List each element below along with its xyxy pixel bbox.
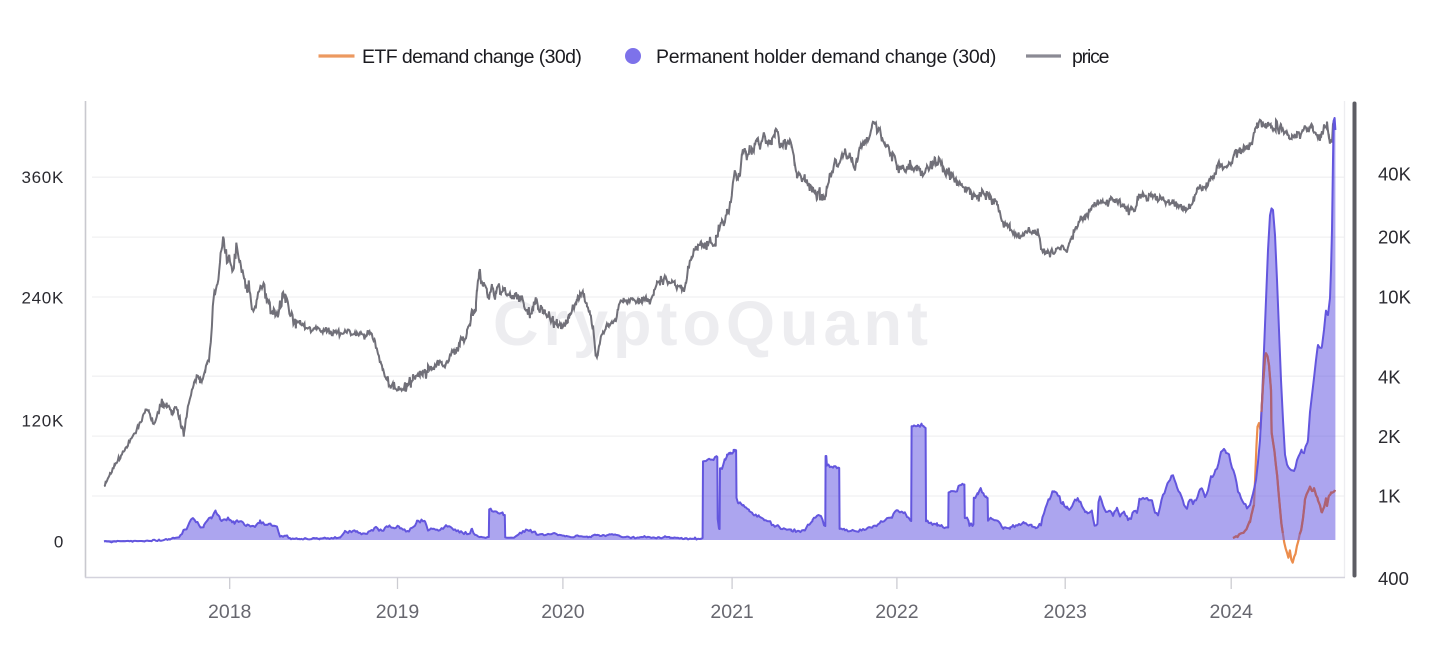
svg-text:360K: 360K: [21, 168, 64, 187]
svg-text:2024: 2024: [1210, 601, 1254, 623]
svg-text:2022: 2022: [875, 601, 918, 623]
svg-text:2020: 2020: [541, 601, 585, 623]
svg-text:Permanent holder demand change: Permanent holder demand change (30d): [656, 46, 996, 68]
svg-text:20K: 20K: [1378, 227, 1412, 248]
svg-text:price: price: [1072, 46, 1109, 68]
svg-text:40K: 40K: [1378, 164, 1412, 185]
svg-text:1K: 1K: [1378, 486, 1401, 507]
svg-text:2021: 2021: [710, 601, 753, 623]
svg-text:0: 0: [54, 533, 64, 552]
svg-text:2018: 2018: [208, 601, 251, 623]
svg-text:240K: 240K: [21, 289, 64, 308]
svg-text:2023: 2023: [1044, 601, 1087, 623]
svg-text:2K: 2K: [1378, 426, 1401, 447]
svg-text:2019: 2019: [376, 601, 419, 623]
svg-text:4K: 4K: [1378, 367, 1401, 388]
svg-text:ETF demand change (30d): ETF demand change (30d): [362, 46, 581, 68]
svg-text:120K: 120K: [21, 412, 64, 431]
svg-text:400: 400: [1378, 568, 1409, 589]
svg-text:10K: 10K: [1378, 287, 1412, 308]
